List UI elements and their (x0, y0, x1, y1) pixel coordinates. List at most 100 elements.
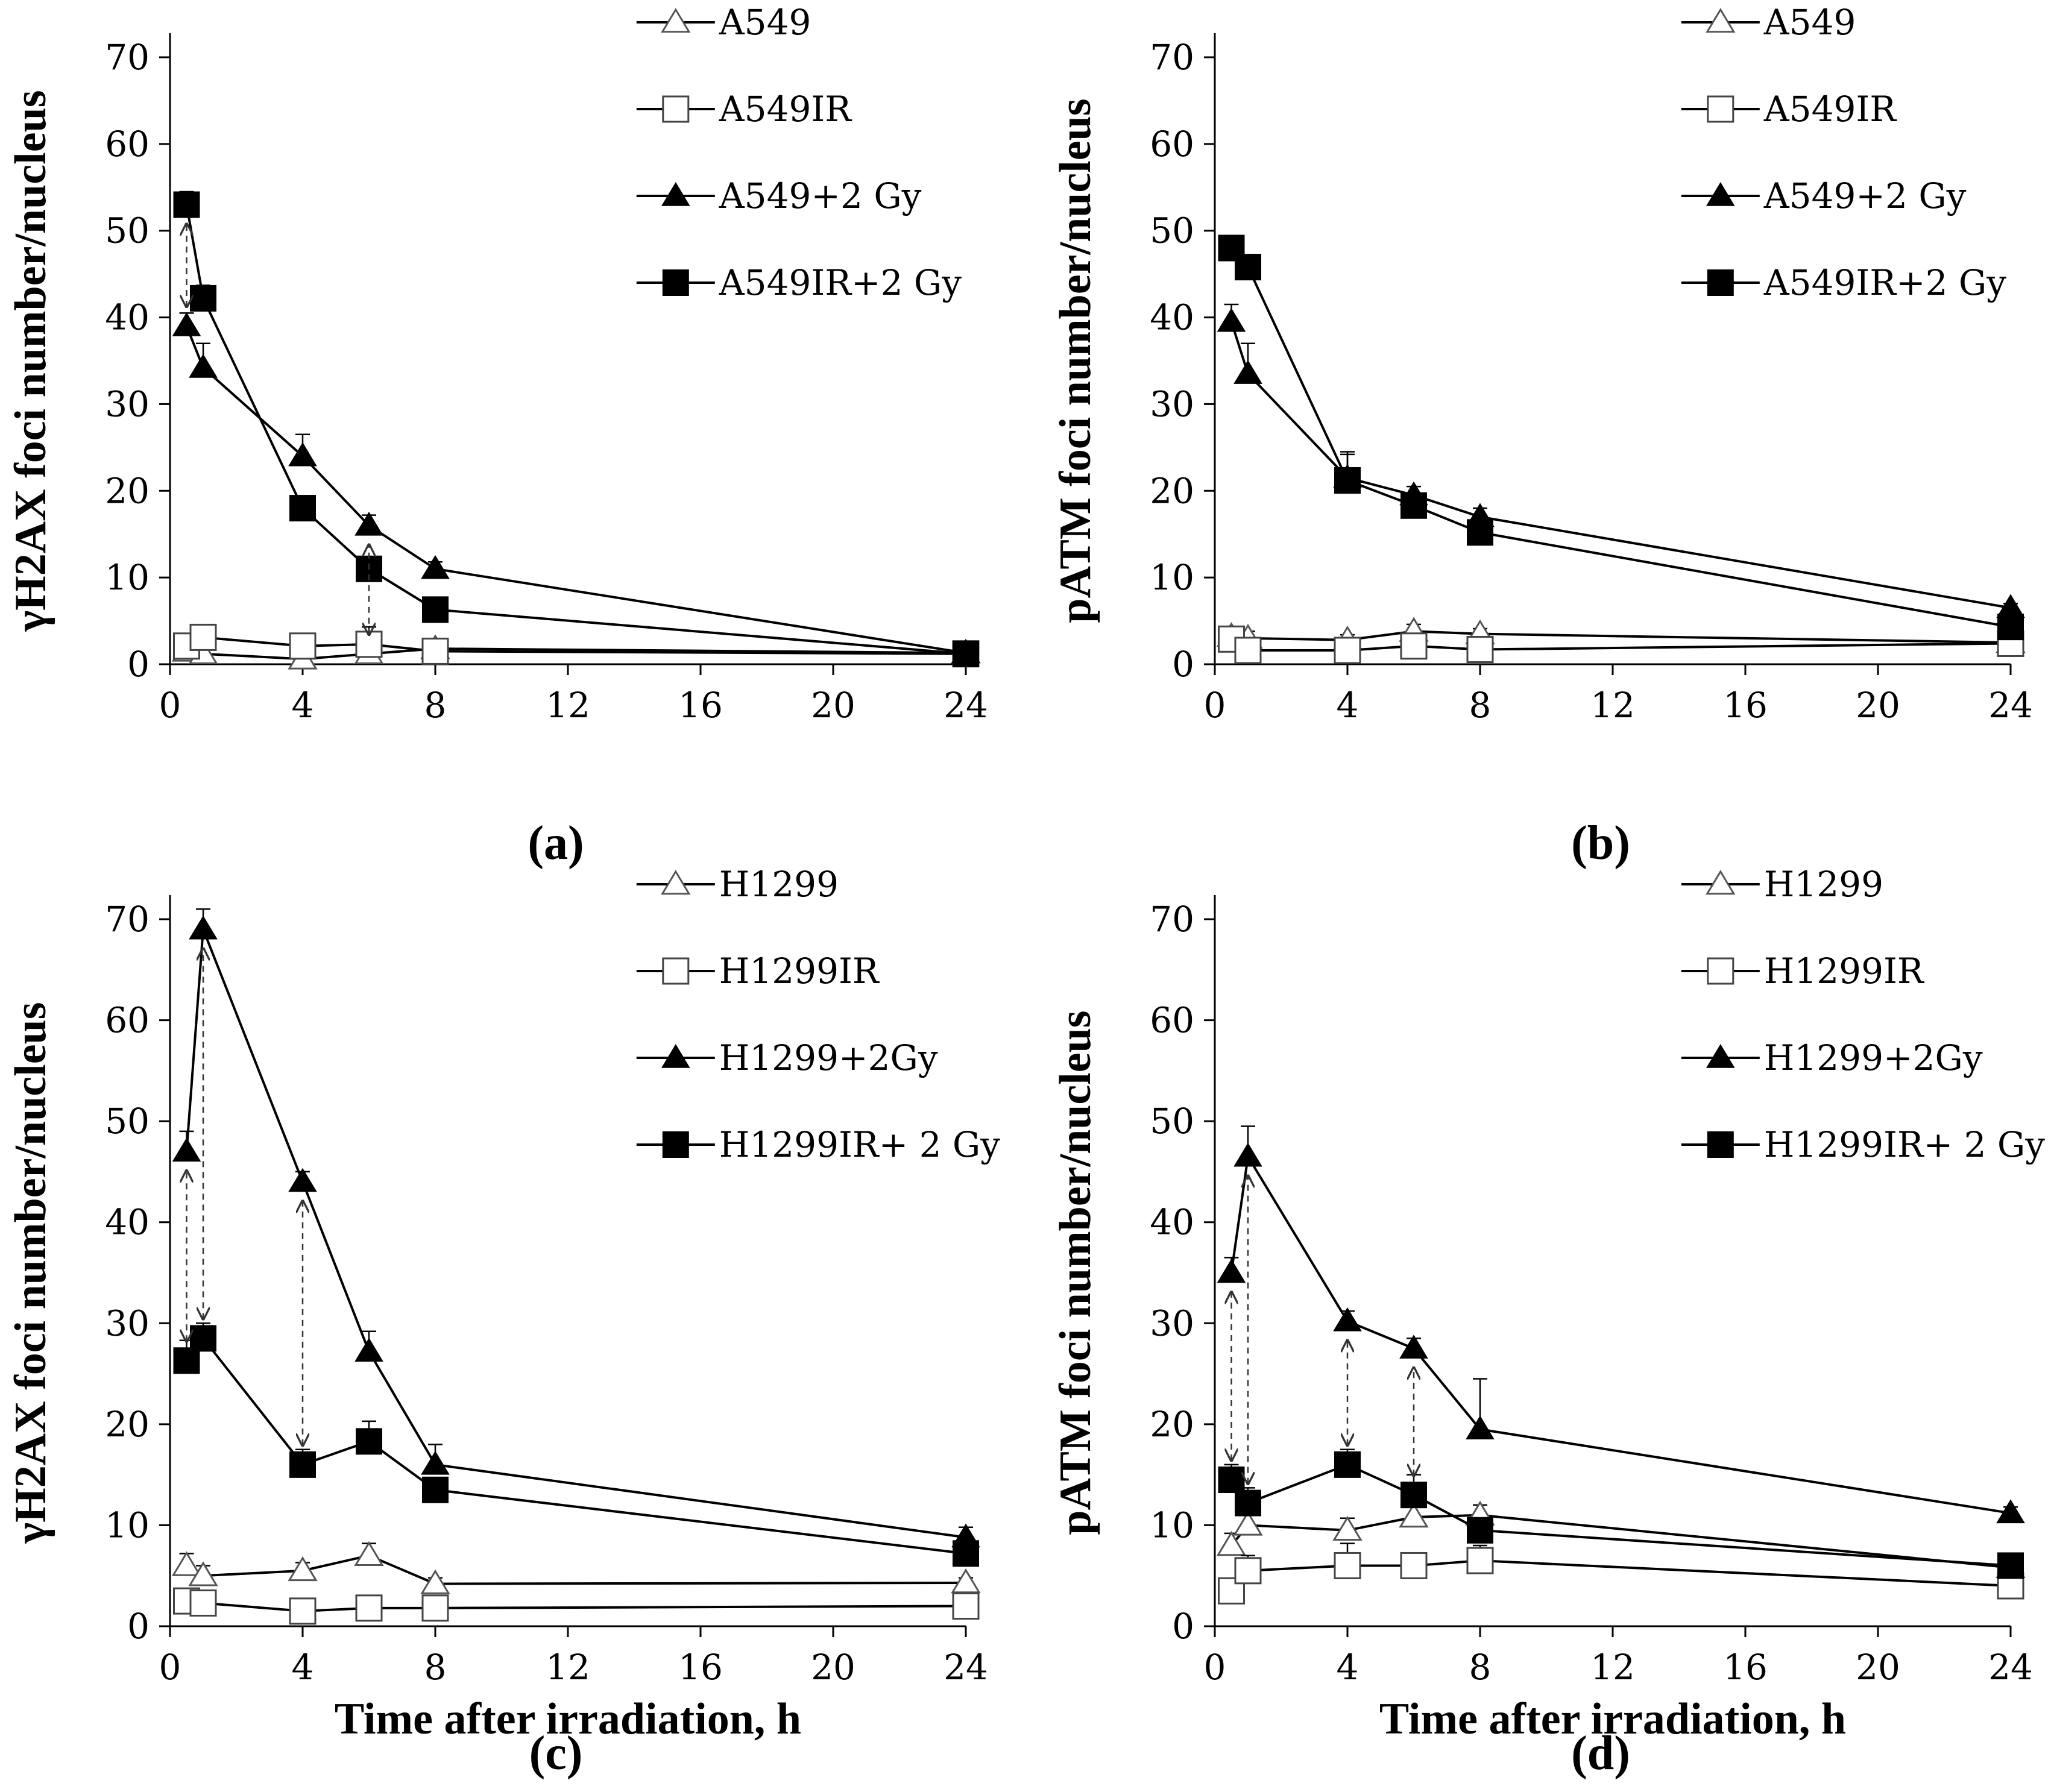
data-point (1334, 1451, 1361, 1478)
x-tick-label: 24 (1988, 1647, 2033, 1688)
x-tick-label: 8 (424, 685, 447, 726)
data-point (171, 1551, 202, 1576)
legend-marker (662, 269, 689, 296)
data-point (1235, 254, 1261, 281)
x-tick-label: 8 (424, 1647, 447, 1688)
data-point (172, 312, 201, 336)
series-line (185, 204, 966, 655)
x-tick-label: 4 (292, 685, 314, 726)
x-tick-label: 20 (811, 685, 855, 726)
series-3 (1217, 1125, 2025, 1524)
x-tick-label: 12 (1590, 685, 1635, 726)
x-tick-label: 4 (1337, 685, 1359, 726)
y-tick-label: 0 (127, 1606, 150, 1647)
data-point (355, 1594, 383, 1622)
data-point (953, 640, 979, 667)
y-axis-title: pATM foci number/nucleus (1051, 98, 1100, 623)
panel-label: (b) (1571, 817, 1630, 870)
y-tick-label: 10 (105, 557, 150, 598)
legend-label: A549IR+2 Gy (1763, 262, 2006, 303)
legend-item: A549+2 Gy (636, 175, 922, 216)
x-tick-label: 0 (1204, 685, 1226, 726)
legend-item: A549 (636, 2, 811, 43)
data-point (356, 1428, 382, 1455)
x-tick-label: 12 (1590, 1647, 1635, 1688)
legend-marker (1707, 1131, 1734, 1158)
series-line (1230, 247, 2011, 629)
y-tick-label: 60 (1150, 124, 1194, 165)
y-tick-label: 60 (1150, 1000, 1194, 1041)
panel-label: (a) (528, 817, 584, 870)
series-line (1230, 1463, 2011, 1567)
legend-label: H1299IR (719, 951, 880, 992)
legend-marker (661, 1044, 690, 1068)
series-line (1230, 321, 2011, 609)
data-point (1996, 1499, 2025, 1524)
data-point (1218, 234, 1245, 262)
legend-item: A549 (1681, 2, 1856, 43)
data-point (1400, 632, 1428, 660)
y-tick-label: 50 (1150, 1101, 1194, 1142)
legend-item: A549IR+2 Gy (636, 262, 962, 303)
legend-item: H1299+2Gy (1681, 1037, 1983, 1078)
legend-label: A549IR (719, 89, 853, 130)
y-tick-label: 60 (105, 1000, 150, 1041)
data-point (1218, 1467, 1245, 1494)
legend-item: H1299IR (636, 951, 880, 992)
series-4 (173, 190, 979, 667)
data-point (288, 1168, 317, 1192)
series-4 (173, 1322, 979, 1567)
legend-marker (661, 182, 690, 206)
data-point (1233, 360, 1262, 384)
y-tick-label: 40 (1150, 297, 1194, 338)
data-point (1399, 1335, 1428, 1359)
y-tick-label: 40 (105, 1202, 150, 1243)
y-tick-label: 30 (105, 1303, 150, 1344)
data-point (288, 1556, 318, 1582)
y-tick-label: 50 (1150, 210, 1194, 251)
data-point (354, 511, 383, 536)
y-tick-label: 10 (1150, 1504, 1194, 1545)
legend-marker (1707, 957, 1734, 985)
legend-label: A549+2 Gy (1763, 175, 1967, 216)
legend-label: H1299+2Gy (719, 1037, 938, 1078)
legend-item: A549IR (1681, 89, 1897, 130)
data-point (1217, 307, 1246, 332)
data-point (288, 442, 317, 467)
y-axis-title: γH2AX foci number/nucleus (6, 1002, 55, 1544)
legend-marker (661, 8, 691, 33)
y-tick-label: 20 (1150, 1404, 1194, 1445)
data-point (1399, 1503, 1429, 1528)
x-tick-label: 16 (1723, 685, 1768, 726)
data-point (189, 354, 218, 378)
data-point (189, 915, 218, 940)
data-point (1466, 1547, 1494, 1574)
data-point (1997, 614, 2024, 641)
x-tick-label: 12 (546, 1647, 590, 1688)
data-point (354, 1338, 383, 1362)
x-tick-label: 4 (1337, 1647, 1359, 1688)
data-point (421, 555, 450, 579)
data-point (172, 1137, 201, 1162)
data-point (188, 1561, 218, 1586)
panel-label: (c) (529, 1727, 583, 1780)
x-tick-label: 16 (678, 1647, 723, 1688)
data-point (289, 1451, 316, 1478)
y-axis-title: pATM foci number/nucleus (1051, 1010, 1100, 1535)
panel-label: (d) (1571, 1727, 1630, 1780)
legend-marker (1706, 8, 1736, 33)
data-point (1334, 467, 1361, 494)
legend-label: A549 (1763, 2, 1856, 43)
y-tick-label: 10 (1150, 557, 1194, 598)
legend-label: H1299IR+ 2 Gy (1764, 1124, 2045, 1165)
x-tick-label: 0 (159, 1647, 181, 1688)
legend-item: H1299IR+ 2 Gy (1681, 1124, 2045, 1165)
data-point (1235, 1489, 1261, 1517)
data-point (1467, 1517, 1493, 1544)
y-tick-label: 60 (105, 124, 150, 165)
data-point (422, 1476, 449, 1503)
series-4 (1218, 1448, 2024, 1579)
series-4 (1218, 234, 2024, 641)
data-point (421, 1594, 449, 1622)
